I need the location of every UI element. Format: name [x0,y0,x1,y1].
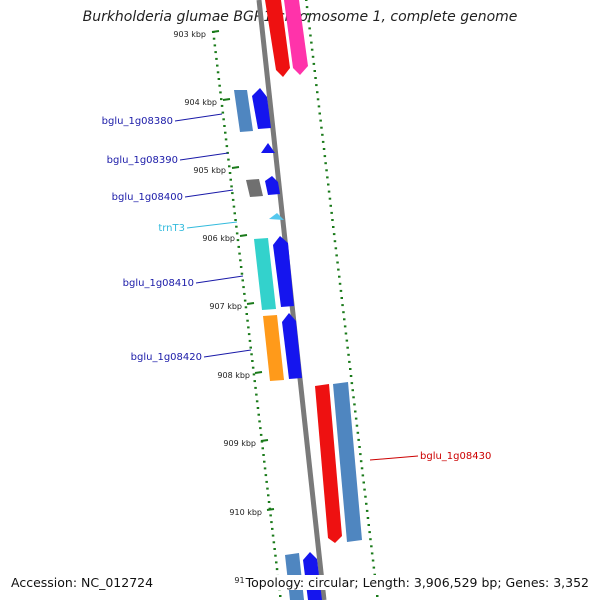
gene-feature-steelblue-909[interactable] [333,382,362,542]
gene-feature-bglu_1g08390[interactable] [261,143,275,153]
label-leaders [174,113,419,461]
accession-label: Accession: NC_012724 [9,575,156,590]
outer-tick-ring [305,0,379,597]
tick-label: 907 kbp [209,302,242,311]
genome-summary: Topology: circular; Length: 3,906,529 bp… [243,575,591,590]
tick-label: 905 kbp [193,166,226,175]
gene-feature-blue-905[interactable] [265,176,280,195]
gene-feature-bglu_1g08400[interactable] [246,179,263,197]
gene-label-bglu_1g08420[interactable]: bglu_1g08420 [131,352,202,363]
trna-label-trnT3[interactable]: trnT3 [158,223,185,234]
gene-label-bglu_1g08430[interactable]: bglu_1g08430 [420,451,491,462]
gene-labels: bglu_1g08380 bglu_1g08390 bglu_1g08400 t… [102,116,492,462]
tick-label: 910 kbp [229,508,262,517]
gene-label-bglu_1g08390[interactable]: bglu_1g08390 [107,155,178,166]
tick-labels: 903 kbp 904 kbp 905 kbp 906 kbp 907 kbp … [173,30,267,585]
tick-label: 909 kbp [223,439,256,448]
gene-label-bglu_1g08410[interactable]: bglu_1g08410 [123,278,194,289]
gene-feature-blue-906[interactable] [273,236,294,307]
tick-label: 908 kbp [217,371,250,380]
gene-label-bglu_1g08380[interactable]: bglu_1g08380 [102,116,173,127]
gene-label-bglu_1g08400[interactable]: bglu_1g08400 [112,192,183,203]
trna-feature-trnT3[interactable] [269,213,284,220]
gene-feature-pink-top[interactable] [284,0,308,75]
gene-feature-red-top[interactable] [265,0,290,77]
gene-feature-bglu_1g08430[interactable] [315,384,342,543]
tick-label: 903 kbp [173,30,206,39]
gene-feature-blue-904[interactable] [252,88,271,129]
tick-label: 904 kbp [184,98,217,107]
gene-feature-bglu_1g08410[interactable] [254,238,276,310]
gene-feature-bglu_1g08380[interactable] [234,90,253,132]
gene-feature-blue-907[interactable] [282,313,302,379]
feature-track [234,0,362,600]
gene-feature-bglu_1g08420[interactable] [263,315,284,381]
tick-label: 906 kbp [202,234,235,243]
